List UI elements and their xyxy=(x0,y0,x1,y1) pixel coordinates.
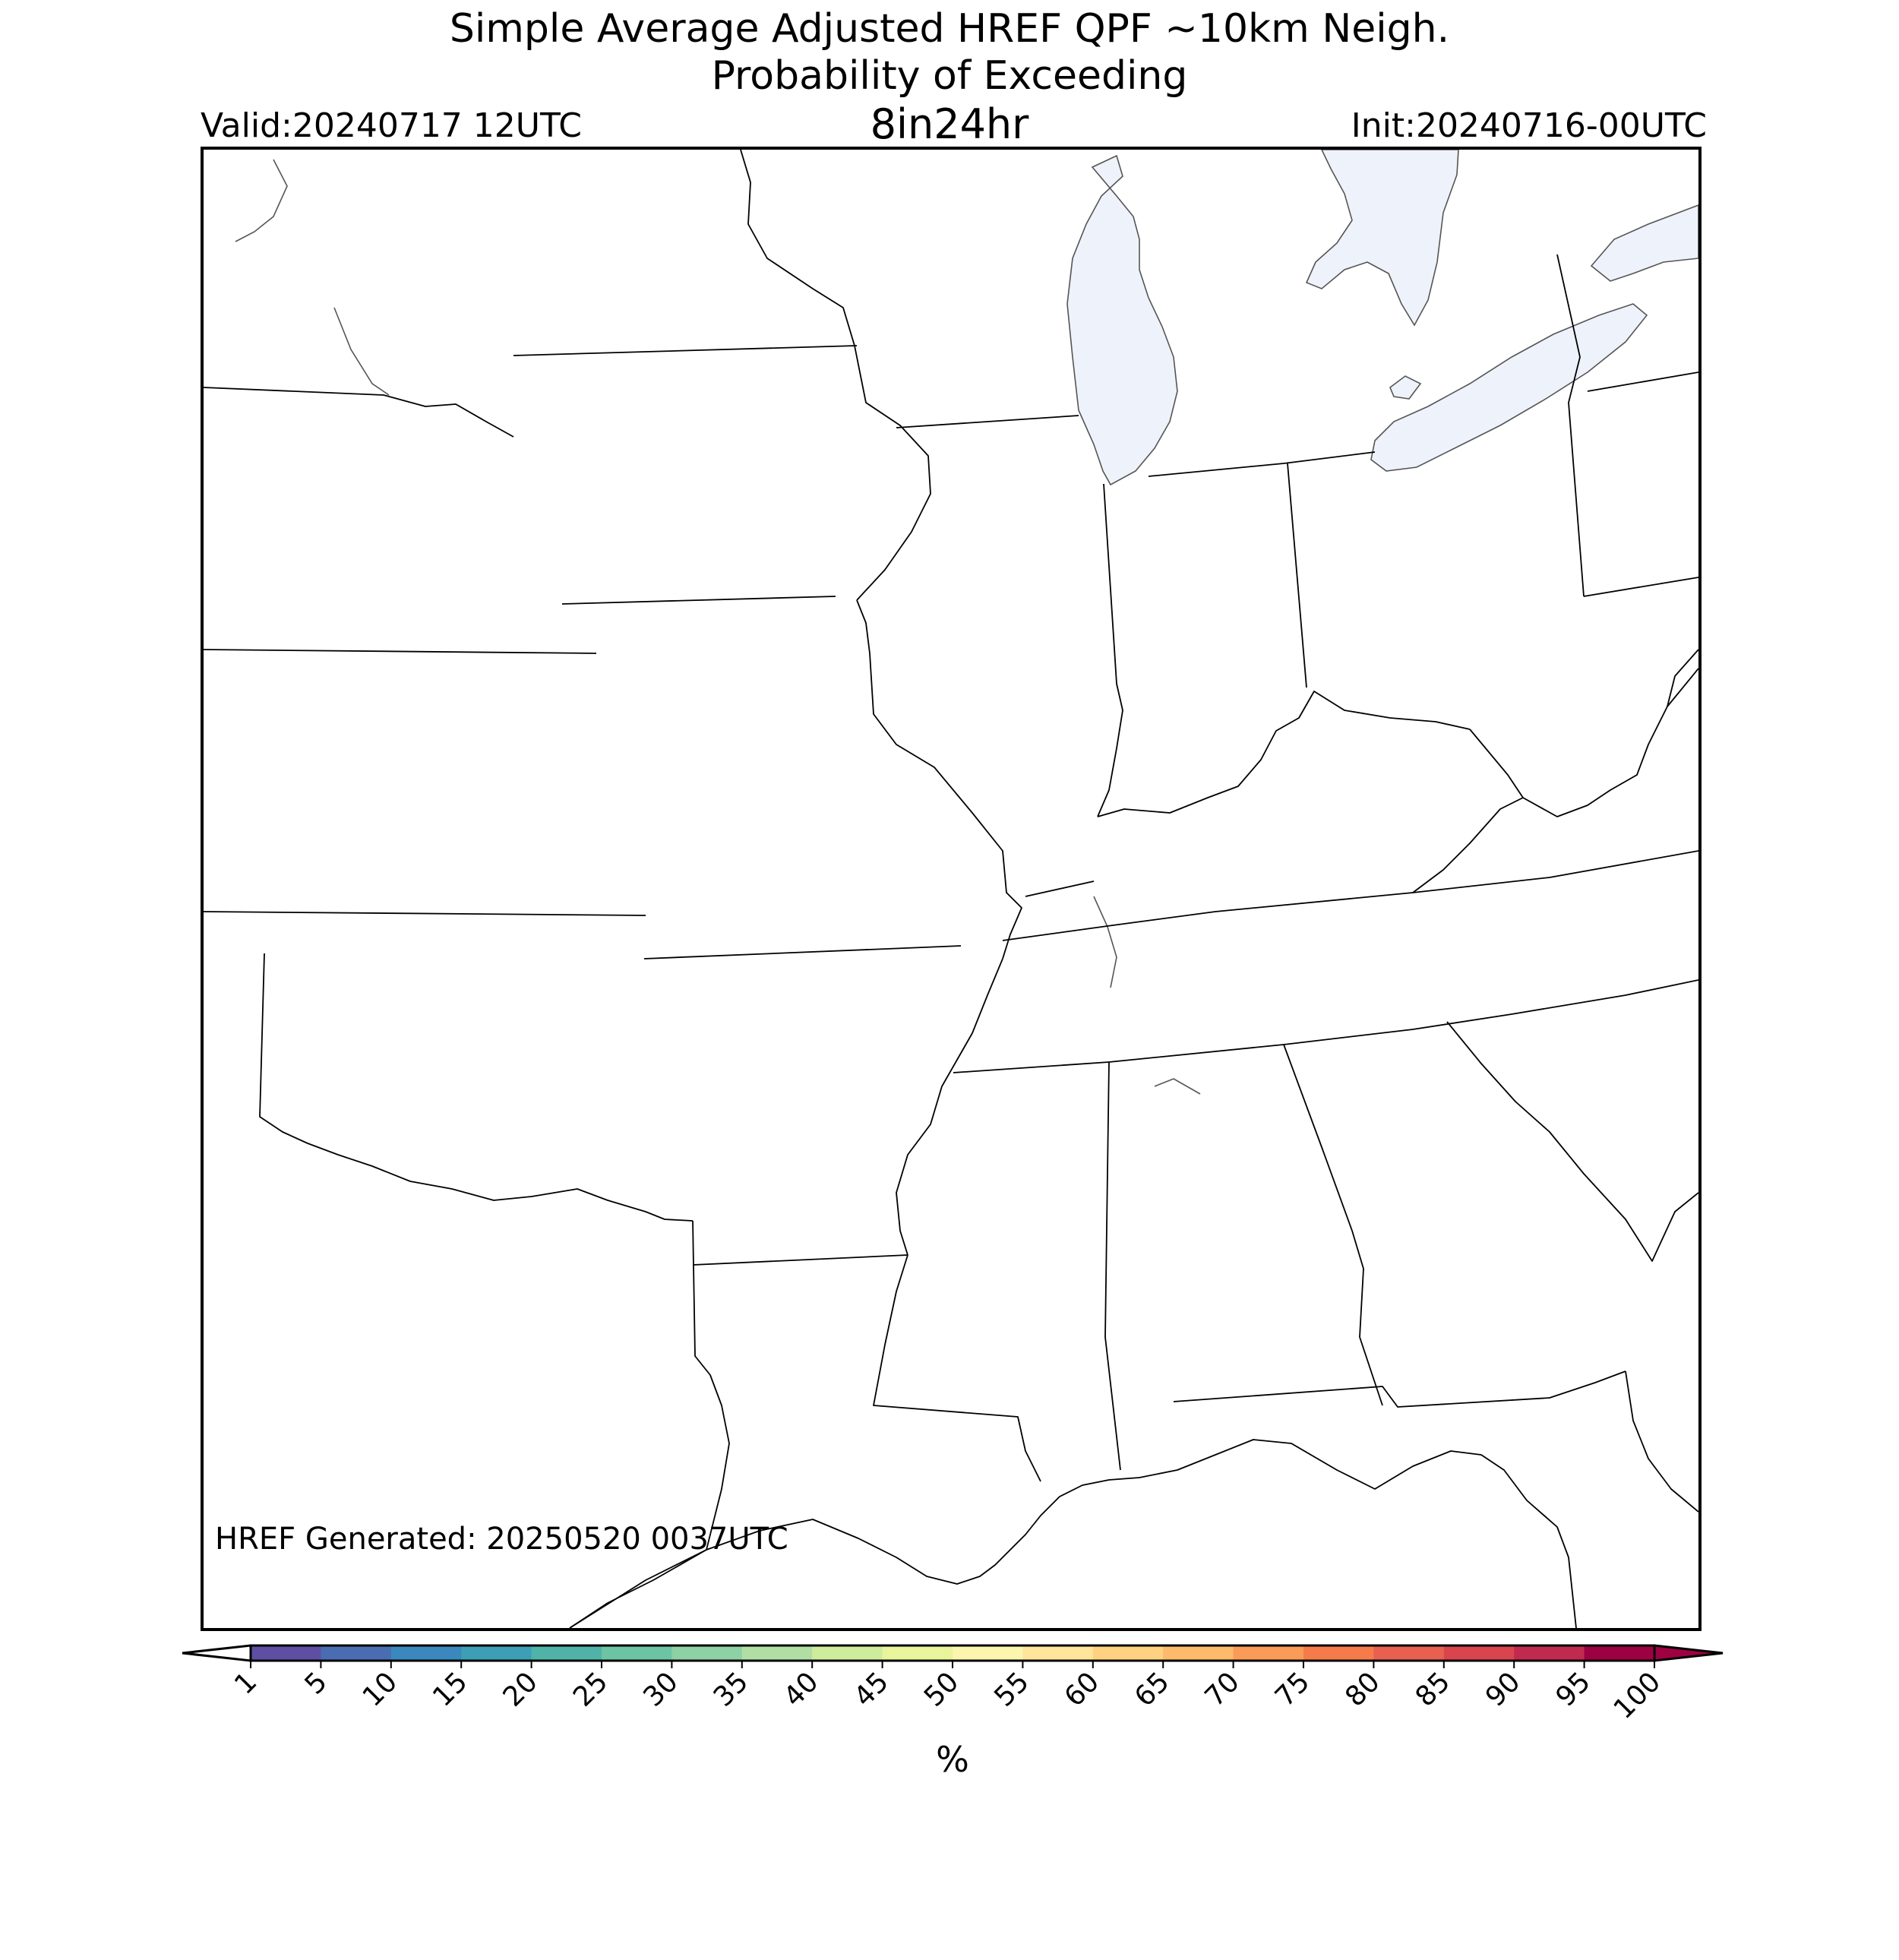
colorbar-segment xyxy=(812,1645,883,1661)
colorbar-segment xyxy=(1584,1645,1655,1661)
generated-timestamp: HREF Generated: 20250520 0037UTC xyxy=(215,1522,788,1557)
colorbar-tick-label: 70 xyxy=(1199,1666,1246,1712)
colorbar-tick-label: 55 xyxy=(988,1666,1035,1712)
colorbar-tick-label: 10 xyxy=(357,1666,403,1712)
colorbar-segment xyxy=(602,1645,672,1661)
border-ky-wv xyxy=(1667,668,1698,707)
border-ky-tn xyxy=(1002,850,1698,941)
colorbar-under-extension xyxy=(182,1644,252,1662)
basemap xyxy=(204,150,1698,1628)
lake-st-clair xyxy=(1389,375,1422,400)
border-oh-pa xyxy=(1556,254,1585,597)
border-la-ms xyxy=(873,1254,1041,1482)
border-la-tx xyxy=(569,1220,730,1628)
border-ga-sc xyxy=(1446,1021,1698,1262)
border-mn-wi xyxy=(740,150,855,346)
colorbar-tick-label: 60 xyxy=(1059,1666,1105,1712)
lake-huron xyxy=(1305,150,1459,327)
border-mi-in-oh xyxy=(1148,451,1376,477)
border-va-ky xyxy=(1412,797,1524,893)
colorbar-tick-label: 25 xyxy=(567,1666,614,1712)
colorbar-segment xyxy=(251,1645,321,1661)
map-panel[interactable] xyxy=(201,147,1702,1631)
border-ga-fl xyxy=(1173,1370,1626,1408)
colorbar-segment xyxy=(461,1645,532,1661)
border-wi-il xyxy=(896,415,1079,428)
coast-gulf xyxy=(569,1439,1577,1628)
colorbar-tick-label: 45 xyxy=(848,1666,895,1712)
colorbar-tick-label: 50 xyxy=(918,1666,965,1712)
border-mn-ia xyxy=(513,345,858,356)
border-mo-il-river xyxy=(856,599,1022,959)
colorbar-segment xyxy=(1092,1645,1164,1661)
valid-time-label: Valid:20240717 12UTC xyxy=(201,106,583,145)
lake-ontario xyxy=(1590,204,1698,282)
init-time-label: Init:20240716-00UTC xyxy=(1351,106,1707,145)
border-il-ky-river xyxy=(1097,691,1471,817)
threshold-label: 8in24hr xyxy=(870,100,1029,148)
colorbar-tick-label: 85 xyxy=(1410,1666,1456,1712)
border-ar-ms-river xyxy=(896,958,1003,1256)
border-mo-ar xyxy=(643,945,962,959)
colorbar-tick-label: 80 xyxy=(1339,1666,1386,1712)
colorbar-tick-label: 15 xyxy=(427,1666,473,1712)
colorbar-segment xyxy=(953,1645,1023,1661)
colorbar-tick-label: 40 xyxy=(778,1666,824,1712)
state-borders xyxy=(204,150,1698,1628)
border-sd-ne xyxy=(204,387,514,438)
colorbar: 1 5 10 15 20 25 30 35 40 45 50 55 60 65 70 75 80 85 90 95 10… xyxy=(182,1644,1724,1780)
colorbar-tick-label: 75 xyxy=(1269,1666,1316,1712)
river-mississippi-north xyxy=(235,159,288,242)
colorbar-segment xyxy=(1022,1645,1094,1661)
border-ne-ks xyxy=(204,649,597,654)
map-title-line2: Probability of Exceeding xyxy=(711,53,1188,99)
coast-atlantic xyxy=(1625,1370,1698,1513)
border-al-ga xyxy=(1283,1044,1383,1406)
border-ny-pa xyxy=(1587,371,1698,392)
colorbar-segment xyxy=(882,1645,953,1661)
border-oh-wv-ky xyxy=(1469,649,1698,817)
border-pa-wv xyxy=(1583,577,1698,597)
reservoir-alabama xyxy=(1154,1078,1201,1095)
border-ia-il xyxy=(854,345,931,601)
water-bodies xyxy=(235,150,1698,1095)
colorbar-tick-label: 90 xyxy=(1480,1666,1526,1712)
colorbar-tick-label: 65 xyxy=(1129,1666,1175,1712)
border-ok-tx xyxy=(259,953,694,1222)
border-mo-ky-tn xyxy=(1025,880,1095,897)
colorbar-over-extension xyxy=(1653,1644,1724,1662)
reservoir-kentucky xyxy=(1093,896,1117,988)
colorbar-tick-label: 35 xyxy=(708,1666,754,1712)
border-ar-la xyxy=(692,1254,908,1266)
colorbar-units-label: % xyxy=(936,1739,969,1780)
map-title-line1: Simple Average Adjusted HREF QPF ~10km N… xyxy=(449,6,1450,52)
colorbar-tick-label: 95 xyxy=(1550,1666,1597,1712)
colorbar-segment xyxy=(1233,1645,1304,1661)
colorbar-segment xyxy=(1443,1645,1515,1661)
border-tn-ms-al-ga xyxy=(953,979,1698,1073)
colorbar-tick-label: 5 xyxy=(299,1666,333,1700)
colorbar-tick-label: 1 xyxy=(229,1666,263,1700)
river-missouri xyxy=(333,307,390,396)
border-in-oh xyxy=(1287,463,1307,688)
colorbar-segment xyxy=(390,1645,462,1661)
lake-michigan xyxy=(1066,154,1178,486)
border-ia-mo xyxy=(561,596,836,605)
colorbar-segment xyxy=(671,1645,743,1661)
colorbar-tick-label: 100 xyxy=(1608,1666,1667,1725)
colorbar-segment xyxy=(321,1645,392,1661)
border-ks-ok xyxy=(204,911,646,916)
colorbar-segment xyxy=(741,1645,813,1661)
colorbar-segment xyxy=(1303,1645,1374,1661)
border-il-in xyxy=(1097,483,1123,817)
colorbar-segment xyxy=(531,1645,602,1661)
colorbar-tick-label: 30 xyxy=(637,1666,684,1712)
colorbar-segment xyxy=(1514,1645,1585,1661)
border-ms-al xyxy=(1104,1061,1121,1471)
colorbar-tick-label: 20 xyxy=(498,1666,544,1712)
colorbar-segment xyxy=(1163,1645,1234,1661)
colorbar-segment xyxy=(1373,1645,1445,1661)
